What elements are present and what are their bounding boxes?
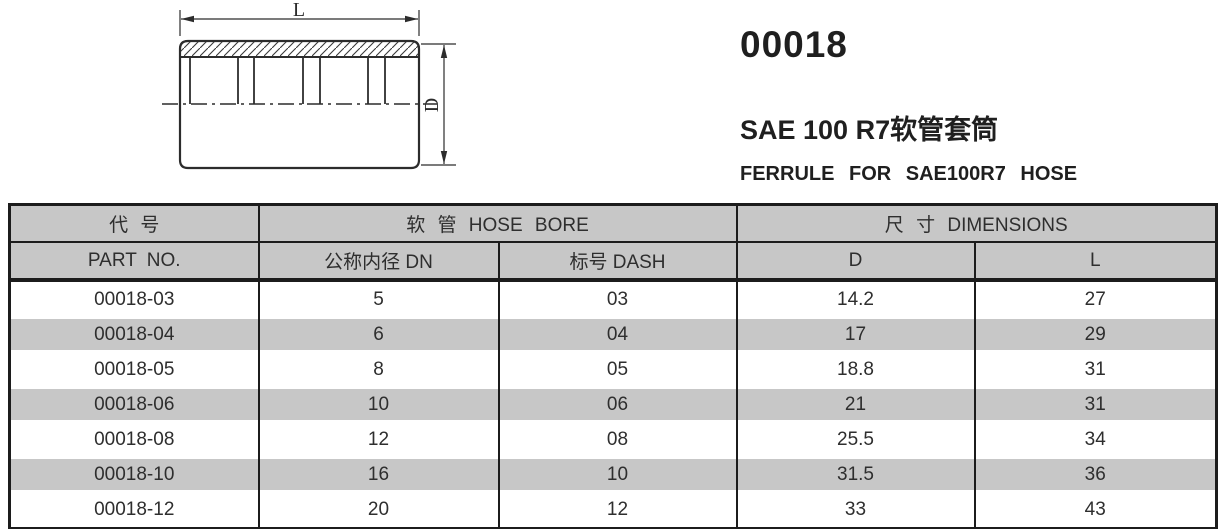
cell-d: 18.8 [735,352,976,387]
dim-D-arrow-top [440,45,448,58]
dim-L-arrow-left [181,15,194,23]
cell-l: 31 [973,387,1218,422]
cell-dash: 12 [497,492,738,529]
header-dash: 标号 DASH [497,242,738,282]
header-row-columns: PART NO. 公称内径 DN 标号 DASH D L [8,242,1218,282]
cell-l: 29 [973,317,1218,352]
cell-dn: 16 [257,457,500,492]
dim-D-label: D [421,98,443,112]
table-body: 00018-03 5 03 14.2 27 00018-04 6 04 17 29 00018-05… [8,280,1218,529]
table-row: 00018-06 10 06 21 31 [8,387,1218,422]
header-dn: 公称内径 DN [257,242,500,282]
header-part-no-en: PART NO. [8,242,260,282]
cell-d: 17 [735,317,976,352]
table-row: 00018-12 20 12 33 43 [8,492,1218,529]
dim-D-arrow-bottom [440,151,448,164]
cell-dash: 06 [497,387,738,422]
cell-l: 34 [973,422,1218,457]
cell-d: 21 [735,387,976,422]
header-l: L [973,242,1218,282]
spec-table: 代 号 软 管 HOSE BORE 尺 寸 DIMENSIONS PART NO… [8,203,1218,529]
cell-part-no: 00018-06 [8,387,260,422]
cell-l: 31 [973,352,1218,387]
cell-dn: 6 [257,317,500,352]
cell-part-no: 00018-03 [8,280,260,317]
dimension-D [421,43,456,166]
cell-dn: 12 [257,422,500,457]
table-row: 00018-10 16 10 31.5 36 [8,457,1218,492]
cell-d: 25.5 [735,422,976,457]
cell-dn: 20 [257,492,500,529]
cell-dash: 10 [497,457,738,492]
header-row-groups: 代 号 软 管 HOSE BORE 尺 寸 DIMENSIONS [8,204,1218,243]
cell-part-no: 00018-12 [8,492,260,529]
spec-table-wrap: 代 号 软 管 HOSE BORE 尺 寸 DIMENSIONS PART NO… [8,203,1218,529]
dim-L-label: L [293,0,305,21]
table-row: 00018-08 12 08 25.5 34 [8,422,1218,457]
cell-d: 14.2 [735,280,976,317]
product-name-en: FERRULE FOR SAE100R7 HOSE [740,163,1078,185]
table-row: 00018-04 6 04 17 29 [8,317,1218,352]
ferrule-drawing: L D [162,0,456,170]
cell-part-no: 00018-04 [8,317,260,352]
cell-dn: 5 [257,280,500,317]
cell-dash: 08 [497,422,738,457]
hatch-band [179,40,420,58]
cell-dn: 8 [257,352,500,387]
cell-part-no: 00018-08 [8,422,260,457]
cell-d: 33 [735,492,976,529]
header-part-no-zh: 代 号 [8,204,260,243]
cell-dash: 03 [497,280,738,317]
header-dimensions-group: 尺 寸 DIMENSIONS [735,204,1218,243]
cell-dash: 05 [497,352,738,387]
cell-l: 43 [973,492,1218,529]
bore-profile [189,57,386,104]
table-row: 00018-03 5 03 14.2 27 [8,280,1218,317]
cell-part-no: 00018-10 [8,457,260,492]
dim-L-arrow-right [405,15,418,23]
cell-dash: 04 [497,317,738,352]
cell-part-no: 00018-05 [8,352,260,387]
dimension-L [179,10,420,36]
cell-dn: 10 [257,387,500,422]
product-name-zh: SAE 100 R7软管套筒 [740,115,999,145]
cell-l: 36 [973,457,1218,492]
cell-d: 31.5 [735,457,976,492]
header-d: D [735,242,976,282]
cell-l: 27 [973,280,1218,317]
header-hose-bore-group: 软 管 HOSE BORE [257,204,738,243]
table-row: 00018-05 8 05 18.8 31 [8,352,1218,387]
product-code: 00018 [740,24,848,65]
